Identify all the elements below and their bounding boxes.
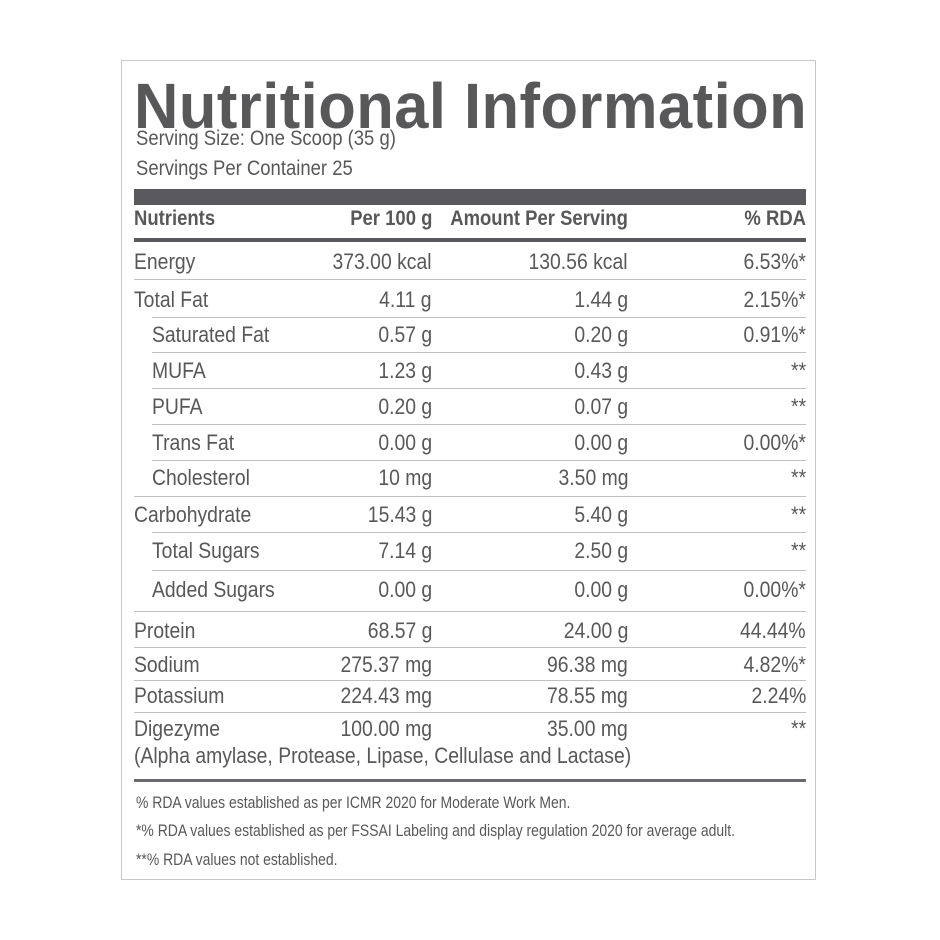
per-serving-value: 0.07 g [574, 394, 628, 419]
nutrient-name: Total Sugars [152, 538, 260, 563]
nutrient-name: Protein [134, 618, 196, 643]
row-divider [152, 317, 806, 318]
per-100g-value: 7.14 g [378, 538, 432, 563]
nutrient-name: Digezyme [134, 716, 221, 741]
row-divider [152, 460, 806, 461]
per-100g-value: 15.43 g [367, 502, 432, 527]
rda-value: ** [790, 538, 806, 563]
per-100g-value: 68.57 g [367, 618, 432, 643]
per-100g-value: 4.11 g [379, 287, 432, 312]
footnote-3: **% RDA values not established. [136, 850, 338, 869]
row-divider [152, 570, 806, 571]
label-title: Nutritional Information [134, 70, 808, 142]
header-amount-per-serving: Amount Per Serving [450, 207, 628, 230]
header-rda: % RDA [744, 207, 806, 230]
per-serving-value: 78.55 mg [547, 683, 628, 708]
nutrient-name: Sodium [134, 652, 200, 677]
row-divider [134, 647, 806, 648]
row-divider [152, 388, 806, 389]
header-per-100g: Per 100 g [349, 207, 432, 230]
nutrient-name: Saturated Fat [152, 322, 270, 347]
per-serving-value: 24.00 g [563, 618, 628, 643]
serving-size: Serving Size: One Scoop (35 g) [136, 127, 396, 150]
nutrient-name: PUFA [152, 394, 203, 419]
footnote-1: % RDA values established as per ICMR 202… [136, 793, 571, 812]
nutrient-name: Energy [134, 249, 196, 274]
row-divider [134, 279, 806, 280]
header-bar [134, 189, 806, 205]
row-divider [152, 352, 806, 353]
row-divider [134, 496, 806, 497]
rda-value: ** [790, 358, 806, 383]
per-serving-value: 0.43 g [574, 358, 628, 383]
rda-value: 4.82%* [743, 652, 806, 677]
nutrition-label: Nutritional Information Serving Size: On… [121, 60, 816, 880]
per-100g-value: 100.00 mg [340, 716, 432, 741]
rda-value: 0.91%* [743, 322, 806, 347]
header-divider [134, 238, 806, 242]
rda-value: ** [790, 394, 806, 419]
nutrient-name: Trans Fat [152, 430, 235, 455]
per-100g-value: 373.00 kcal [332, 249, 432, 274]
row-divider [134, 712, 806, 713]
nutrient-name: Cholesterol [152, 465, 250, 490]
rda-value: ** [790, 502, 806, 527]
nutrient-name: Added Sugars [152, 577, 275, 602]
per-serving-value: 3.50 mg [558, 465, 628, 490]
per-serving-value: 5.40 g [574, 502, 628, 527]
rda-value: 0.00%* [743, 430, 806, 455]
footer-divider [134, 779, 806, 782]
rda-value: 2.15%* [743, 287, 806, 312]
per-serving-value: 130.56 kcal [528, 249, 628, 274]
rda-value: 6.53%* [743, 249, 806, 274]
per-100g-value: 0.00 g [378, 430, 432, 455]
row-divider [152, 424, 806, 425]
rda-value: ** [790, 716, 806, 741]
per-serving-value: 35.00 mg [547, 716, 628, 741]
per-100g-value: 275.37 mg [340, 652, 432, 677]
servings-per-container: Servings Per Container 25 [136, 157, 353, 180]
row-divider [134, 680, 806, 681]
nutrient-name: Total Fat [134, 287, 209, 312]
per-100g-value: 10 mg [378, 465, 432, 490]
nutrient-name: Potassium [134, 683, 225, 708]
per-100g-value: 0.20 g [378, 394, 432, 419]
row-divider [134, 611, 806, 612]
nutrient-name: MUFA [152, 358, 206, 383]
rda-value: 2.24% [751, 683, 806, 708]
header-nutrients: Nutrients [134, 207, 216, 230]
per-serving-value: 0.00 g [574, 577, 628, 602]
footnote-2: *% RDA values established as per FSSAI L… [136, 821, 736, 840]
per-serving-value: 0.20 g [574, 322, 628, 347]
nutrient-name: Carbohydrate [134, 502, 252, 527]
per-serving-value: 96.38 mg [547, 652, 628, 677]
rda-value: 44.44% [740, 618, 806, 643]
rda-value: ** [790, 465, 806, 490]
table-header: Nutrients Per 100 g Amount Per Serving %… [134, 207, 806, 237]
per-serving-value: 0.00 g [574, 430, 628, 455]
per-100g-value: 224.43 mg [340, 683, 432, 708]
per-serving-value: 2.50 g [574, 538, 628, 563]
per-serving-value: 1.44 g [574, 287, 628, 312]
rda-value: 0.00%* [743, 577, 806, 602]
per-100g-value: 0.00 g [378, 577, 432, 602]
per-100g-value: 1.23 g [378, 358, 432, 383]
row-divider [152, 532, 806, 533]
per-100g-value: 0.57 g [378, 322, 432, 347]
